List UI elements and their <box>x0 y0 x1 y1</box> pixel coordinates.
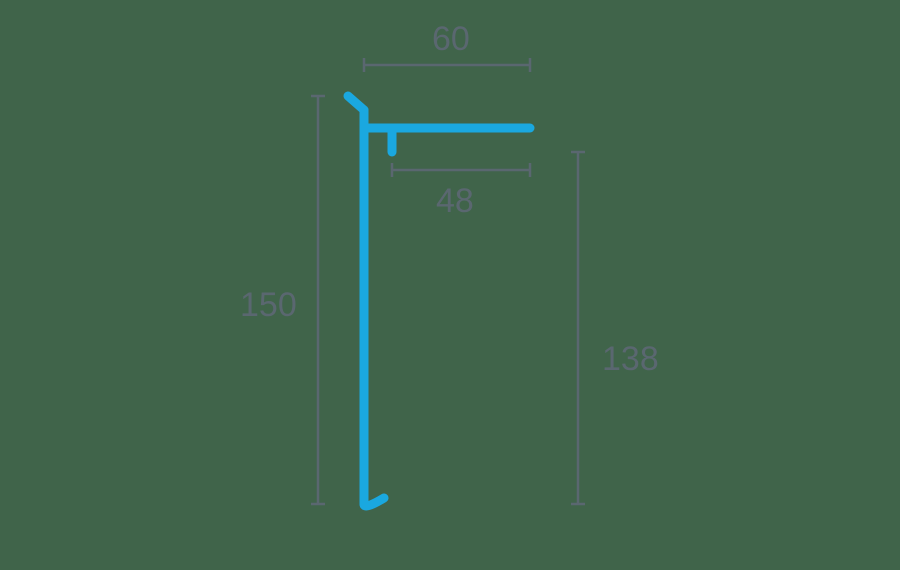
svg-text:138: 138 <box>602 340 659 378</box>
profile-diagram: 60 48 150 138 <box>0 0 900 570</box>
diagram-container: 60 48 150 138 <box>0 0 900 570</box>
svg-text:60: 60 <box>432 20 470 58</box>
svg-text:48: 48 <box>436 182 474 220</box>
svg-text:150: 150 <box>240 286 297 324</box>
